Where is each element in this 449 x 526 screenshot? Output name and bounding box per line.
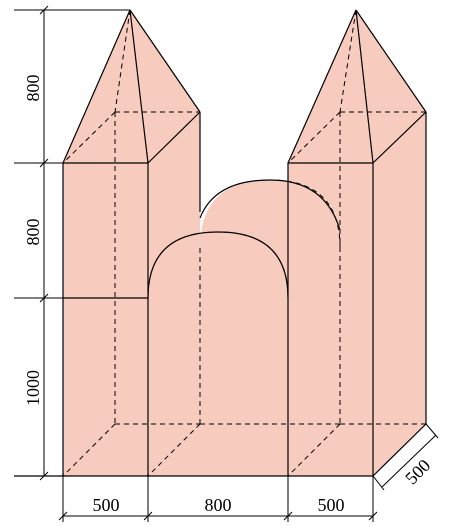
vault-top-face — [148, 180, 340, 298]
hidden-edges — [62, 9, 426, 477]
right-tower-side-face — [373, 112, 426, 476]
visible-edges — [14, 9, 427, 477]
dimension-lines — [14, 5, 439, 522]
depth-label: 500 — [401, 455, 434, 488]
height-label-bottom: 1000 — [23, 370, 43, 406]
width-label-middle: 800 — [205, 495, 232, 515]
height-label-middle: 800 — [23, 219, 43, 246]
right-spire-face — [288, 10, 426, 163]
middle-block-face — [148, 232, 288, 476]
left-tower-front-face — [63, 163, 148, 476]
height-label-top: 800 — [23, 75, 43, 102]
width-label-right: 500 — [318, 495, 345, 515]
middle-side-face — [288, 248, 340, 476]
width-label-left: 500 — [93, 495, 120, 515]
shaded-solid — [63, 10, 426, 476]
left-spire-face — [63, 10, 200, 163]
